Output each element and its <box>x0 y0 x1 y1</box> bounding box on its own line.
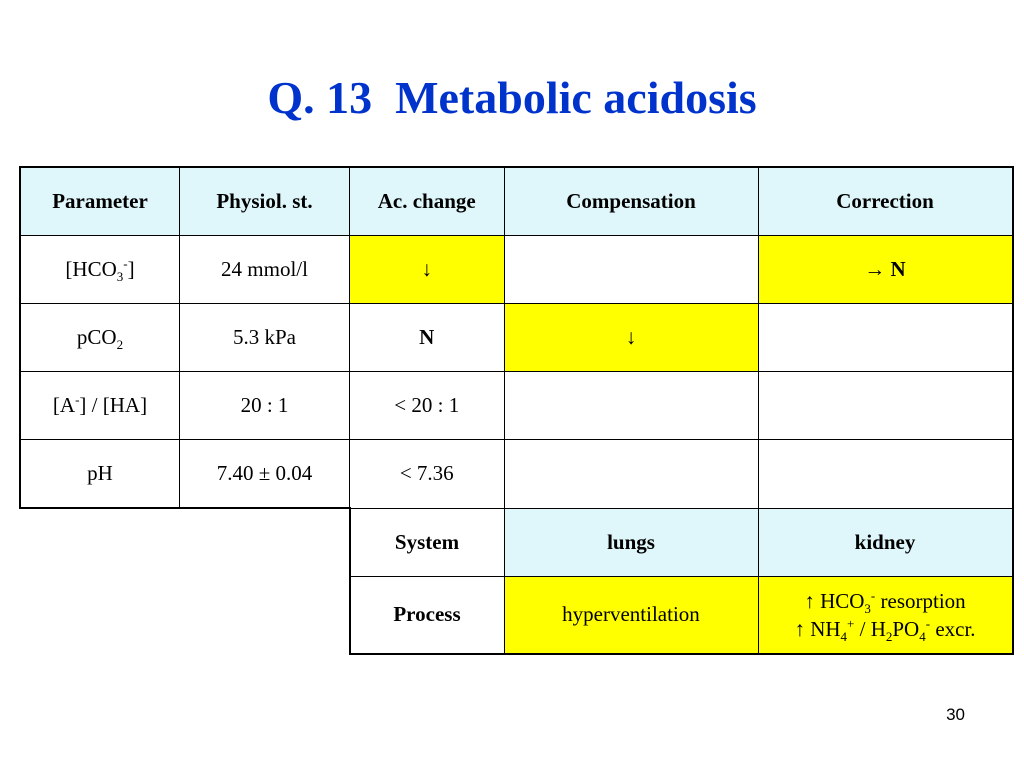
system-kidney: kidney <box>757 507 1014 577</box>
change-pco2: N <box>349 303 505 372</box>
blank-cell <box>20 507 180 576</box>
header-compensation: Compensation <box>503 166 759 236</box>
param-pco2: pCO2 <box>19 303 180 372</box>
table-row-hco3: [HCO3-] 24 mmol/l ↓ → N <box>19 235 1014 304</box>
system-label: System <box>348 507 505 577</box>
table-row-pco2: pCO2 5.3 kPa N ↓ <box>19 303 1014 372</box>
process-label: Process <box>348 575 505 655</box>
change-hco3-down-arrow-icon: ↓ <box>349 235 505 304</box>
page-title: Q. 13 Metabolic acidosis <box>267 72 757 123</box>
page-number: 30 <box>946 705 965 724</box>
correction-pco2 <box>757 303 1014 372</box>
table-row-process: Process hyperventilation ↑ HCO3- resorpt… <box>20 575 1014 655</box>
compensation-ph <box>503 439 759 509</box>
physiol-ratio: 20 : 1 <box>179 371 350 440</box>
blank-cell <box>180 576 350 654</box>
physiol-ph: 7.40 ± 0.04 <box>179 439 350 509</box>
compensation-pco2-down-arrow-icon: ↓ <box>503 303 759 372</box>
change-ratio: < 20 : 1 <box>349 371 505 440</box>
table-row-ph: pH 7.40 ± 0.04 < 7.36 <box>19 439 1014 509</box>
physiol-pco2: 5.3 kPa <box>179 303 350 372</box>
param-ratio: [A-] / [HA] <box>19 371 180 440</box>
physiol-hco3: 24 mmol/l <box>179 235 350 304</box>
param-hco3: [HCO3-] <box>19 235 180 304</box>
kidney-line-nh4: ↑ NH4+ / H2PO4- excr. <box>794 615 976 644</box>
table-row-ratio: [A-] / [HA] 20 : 1 < 20 : 1 <box>19 371 1014 440</box>
header-correction: Correction <box>757 166 1014 236</box>
table-row-system: System lungs kidney <box>20 507 1014 577</box>
blank-cell <box>179 507 350 576</box>
correction-hco3: → N <box>757 235 1014 304</box>
up-arrow-icon: ↑ <box>794 616 805 641</box>
kidney-line-hco3: ↑ HCO3- resorption <box>804 587 966 616</box>
param-ph: pH <box>19 439 180 509</box>
up-arrow-icon: ↑ <box>804 588 815 613</box>
compensation-ratio <box>503 371 759 440</box>
blank-cell <box>20 576 180 654</box>
correction-ratio <box>757 371 1014 440</box>
header-ac-change: Ac. change <box>349 166 505 236</box>
correction-ph <box>757 439 1014 509</box>
table-header-row: Parameter Physiol. st. Ac. change Compen… <box>19 166 1014 236</box>
change-ph: < 7.36 <box>349 439 505 509</box>
system-lungs: lungs <box>503 507 759 577</box>
compensation-hco3 <box>503 235 759 304</box>
process-kidney: ↑ HCO3- resorption ↑ NH4+ / H2PO4- excr. <box>757 575 1014 655</box>
header-physiol: Physiol. st. <box>179 166 350 236</box>
acid-base-table: Parameter Physiol. st. Ac. change Compen… <box>19 166 1014 655</box>
process-lungs: hyperventilation <box>503 575 759 655</box>
header-parameter: Parameter <box>19 166 180 236</box>
